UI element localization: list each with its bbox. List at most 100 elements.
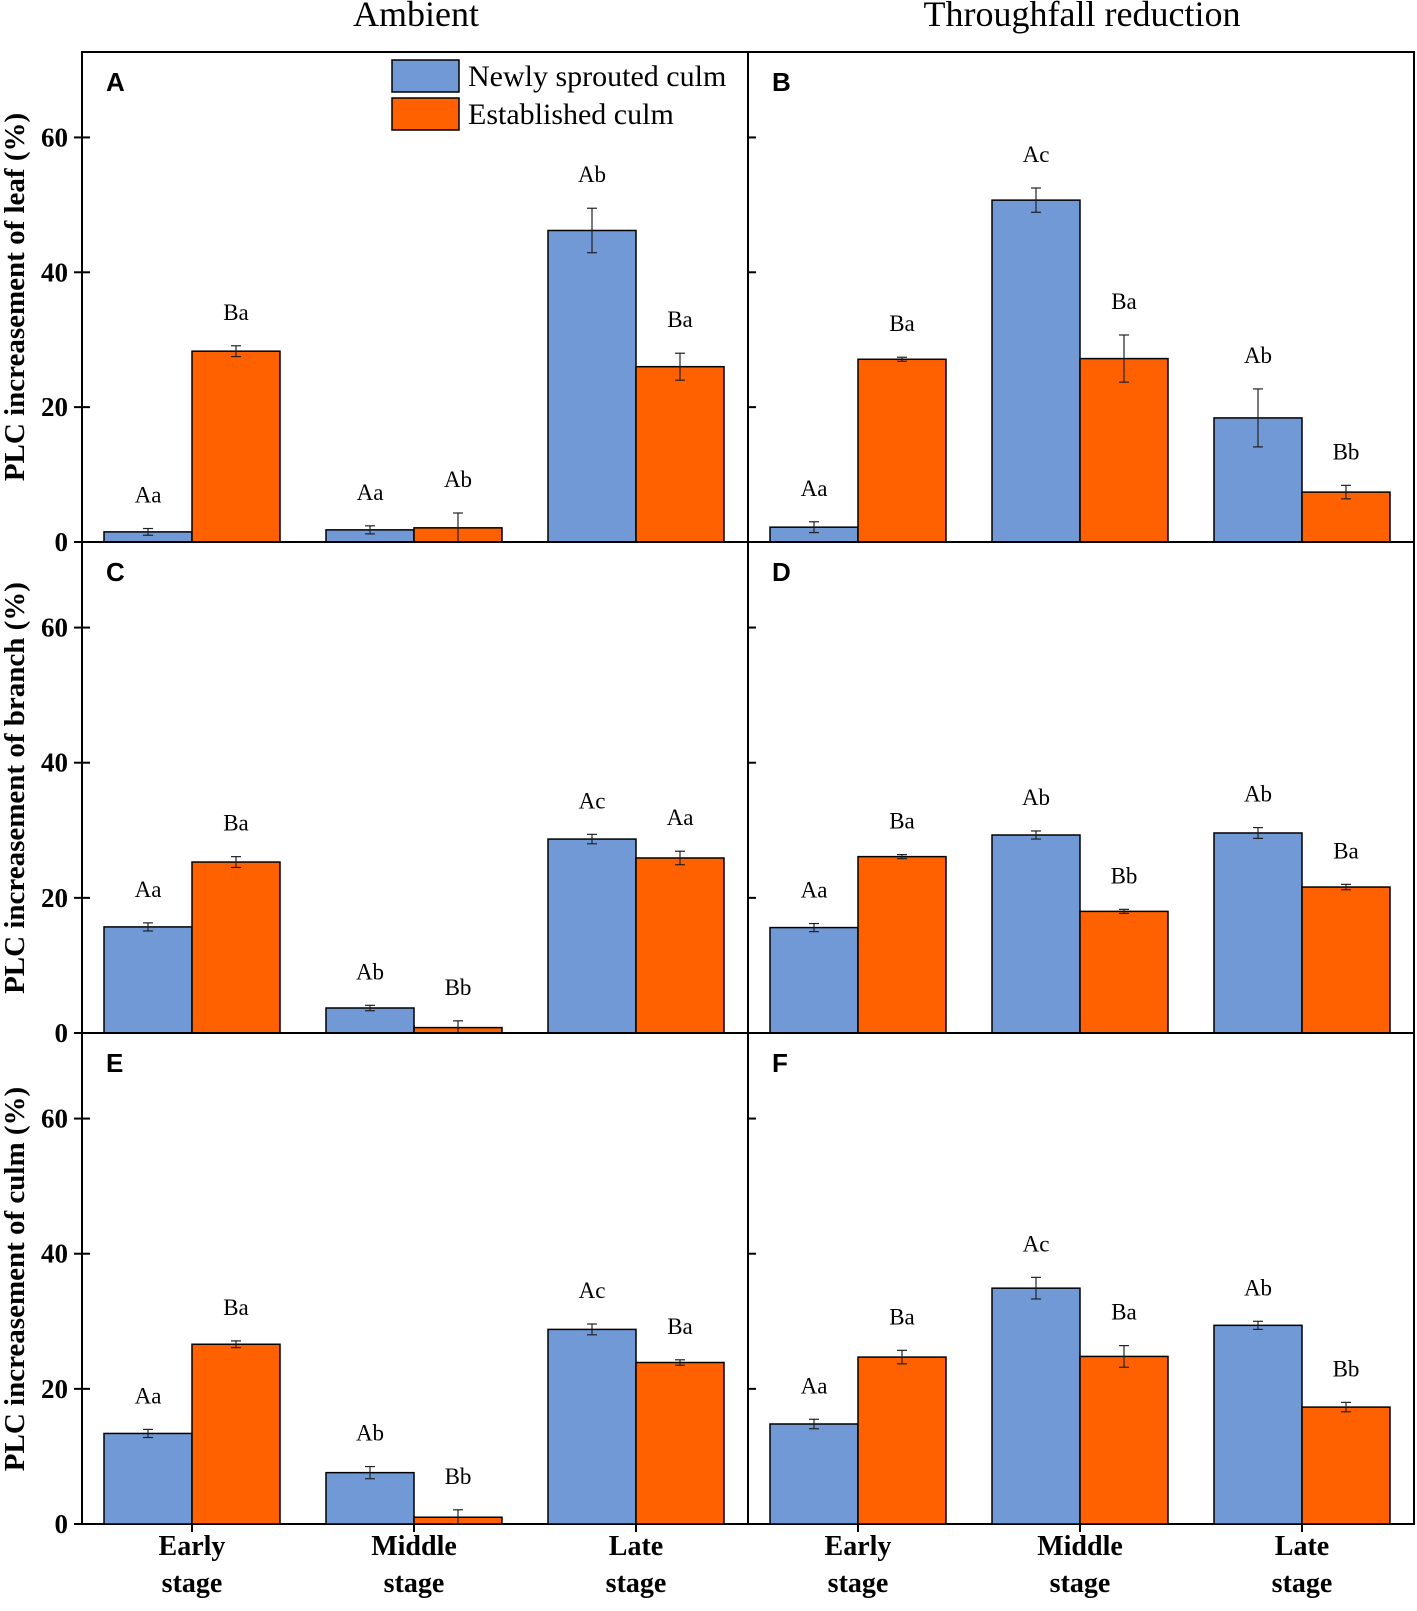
column-titles: Ambient Throughfall reduction <box>353 0 1240 34</box>
significance-label: Aa <box>801 476 828 501</box>
bar-established-1 <box>1079 357 1169 543</box>
significance-label: Aa <box>135 877 162 902</box>
significance-label: Ab <box>444 467 472 492</box>
bar-newly-sprouted-1 <box>991 1287 1081 1525</box>
bar-newly-sprouted-1 <box>991 834 1081 1034</box>
significance-label: Ac <box>1023 1231 1050 1256</box>
bar-newly-sprouted-1 <box>325 1471 415 1525</box>
bar-established-0 <box>191 1343 281 1525</box>
y-tick-label: 20 <box>41 392 68 422</box>
significance-label: Ba <box>667 307 693 332</box>
bar-established-1 <box>1079 910 1169 1034</box>
significance-label: Ab <box>356 1421 384 1446</box>
significance-label: Ab <box>1022 785 1050 810</box>
significance-label: Ba <box>1111 1300 1137 1325</box>
bar-newly-sprouted-0 <box>769 926 859 1034</box>
x-axis-category-labels: Early stage Middle stage Late stage Early stage… <box>159 1531 1333 1599</box>
significance-label: Aa <box>801 878 828 903</box>
x-category-label: Early <box>159 1531 226 1562</box>
significance-label: Ba <box>889 311 915 336</box>
significance-label: Ac <box>1023 142 1050 167</box>
panel-letter: B <box>772 67 791 97</box>
significance-label: Ac <box>579 1278 606 1303</box>
significance-label: Aa <box>801 1373 828 1398</box>
significance-label: Ba <box>667 1314 693 1339</box>
significance-label: Bb <box>445 975 472 1000</box>
significance-label: Ba <box>889 809 915 834</box>
column-title-throughfall: Throughfall reduction <box>924 0 1241 34</box>
significance-label: Aa <box>357 480 384 505</box>
significance-label: Bb <box>1333 439 1360 464</box>
bar-newly-sprouted-2 <box>1213 1324 1303 1525</box>
bar-newly-sprouted-2 <box>547 229 637 543</box>
y-tick-label: 60 <box>41 122 68 152</box>
y-tick-label: 40 <box>41 748 68 778</box>
legend-swatch-established <box>391 97 460 131</box>
significance-label: Ba <box>1111 289 1137 314</box>
panel-A: 0 20 40 60 Aa Aa Ab Ba Ab Ba A <box>41 51 749 557</box>
bar-newly-sprouted-0 <box>769 1423 859 1525</box>
y-axis-labels: PLC increasement of leaf (%) PLC increas… <box>0 113 31 1471</box>
y-tick-label: 60 <box>41 613 68 643</box>
y-tick-label: 20 <box>41 883 68 913</box>
panel-B: Aa Ac Ab Ba Ba Bb B <box>747 51 1415 543</box>
x-category-label: stage <box>1272 1568 1333 1599</box>
x-category-label: stage <box>828 1568 889 1599</box>
bar-established-0 <box>191 861 281 1034</box>
bar-established-0 <box>857 855 947 1034</box>
x-category-label: Middle <box>371 1531 457 1562</box>
bar-newly-sprouted-1 <box>991 199 1081 543</box>
significance-label: Aa <box>135 1383 162 1408</box>
bar-established-2 <box>1301 886 1391 1034</box>
panel-letter: C <box>106 557 125 587</box>
significance-label: Ab <box>356 959 384 984</box>
bar-newly-sprouted-0 <box>103 1432 193 1525</box>
x-category-label: Early <box>825 1531 892 1562</box>
bar-established-2 <box>1301 1406 1391 1525</box>
significance-label: Aa <box>135 483 162 508</box>
y-tick-label: 0 <box>55 1509 69 1539</box>
legend-label-established: Established culm <box>468 98 674 131</box>
significance-label: Ab <box>1244 343 1272 368</box>
y-tick-label: 60 <box>41 1104 68 1134</box>
panel-F: Aa Ac Ab Ba Ba Bb F <box>747 1032 1415 1532</box>
panel-C: 0 20 40 60 Aa Ab Ac Ba Bb Aa C <box>41 541 749 1048</box>
x-category-label: stage <box>606 1568 667 1599</box>
significance-label: Ba <box>1333 838 1359 863</box>
significance-label: Bb <box>445 1464 472 1489</box>
legend: Newly sprouted culm Established culm <box>391 59 726 131</box>
bar-established-2 <box>635 1361 725 1525</box>
bar-newly-sprouted-2 <box>547 838 637 1034</box>
bar-newly-sprouted-1 <box>325 1007 415 1034</box>
x-category-label: Middle <box>1037 1531 1123 1562</box>
bar-newly-sprouted-0 <box>103 926 193 1034</box>
significance-label: Ba <box>223 811 249 836</box>
bar-established-0 <box>857 1356 947 1525</box>
bar-established-0 <box>857 358 947 543</box>
significance-label: Bb <box>1111 863 1138 888</box>
bar-established-2 <box>635 857 725 1034</box>
significance-label: Ba <box>889 1304 915 1329</box>
y-label-branch: PLC increasement of branch (%) <box>0 582 31 994</box>
panel-letter: E <box>106 1048 123 1078</box>
x-category-label: Late <box>609 1531 663 1562</box>
significance-label: Aa <box>667 805 694 830</box>
y-tick-label: 0 <box>55 1018 69 1048</box>
x-category-label: stage <box>384 1568 445 1599</box>
x-category-label: stage <box>1050 1568 1111 1599</box>
bar-established-2 <box>1301 491 1391 543</box>
panel-letter: F <box>772 1048 788 1078</box>
significance-label: Ab <box>1244 1275 1272 1300</box>
y-tick-label: 40 <box>41 257 68 287</box>
y-label-culm: PLC increasement of culm (%) <box>0 1087 31 1471</box>
significance-label: Ab <box>1244 782 1272 807</box>
bar-newly-sprouted-2 <box>547 1328 637 1525</box>
significance-label: Ac <box>579 788 606 813</box>
y-tick-label: 20 <box>41 1374 68 1404</box>
x-category-label: stage <box>162 1568 223 1599</box>
significance-label: Bb <box>1333 1356 1360 1381</box>
panel-letter: D <box>772 557 791 587</box>
y-tick-label: 40 <box>41 1239 68 1269</box>
x-category-label: Late <box>1275 1531 1329 1562</box>
